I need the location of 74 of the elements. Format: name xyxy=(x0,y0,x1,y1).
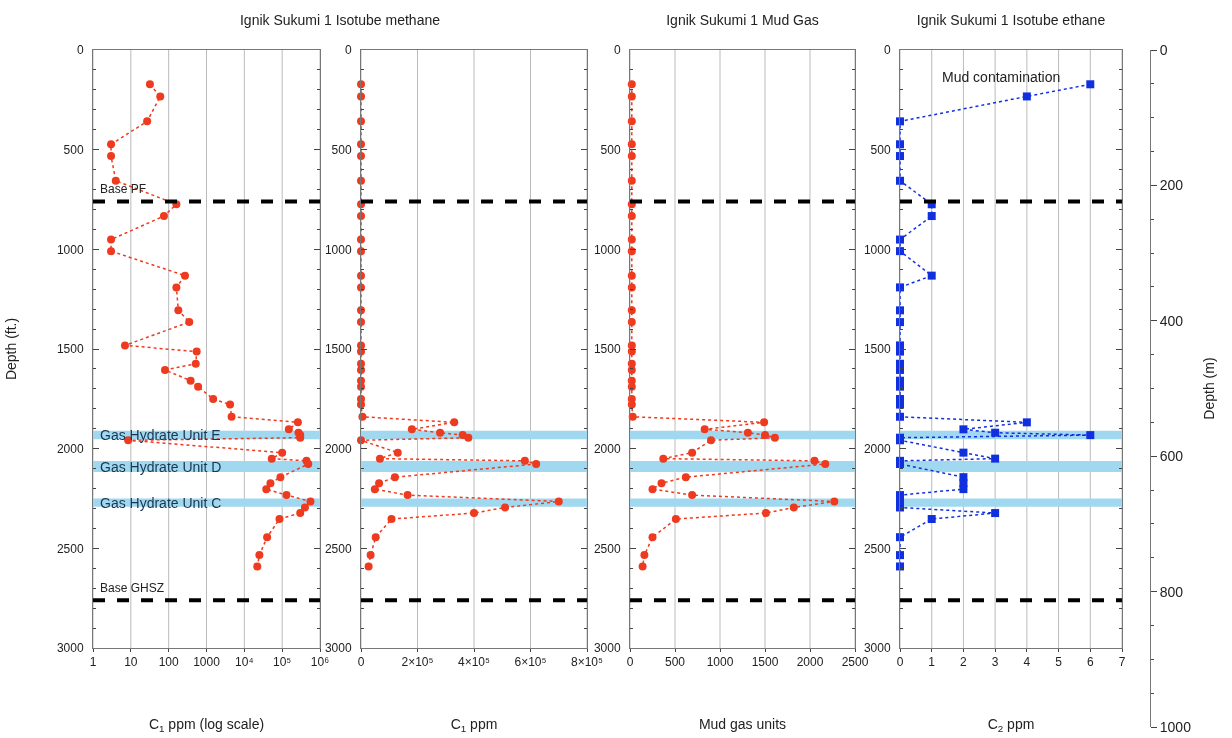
y-tick-label: 2500 xyxy=(56,541,84,556)
y2-tick-label: 0 xyxy=(1159,41,1168,58)
ref-line-label: Base GHSZ xyxy=(100,581,165,595)
band-label: Gas Hydrate Unit D xyxy=(100,459,222,475)
y-tick-label: 2000 xyxy=(593,441,621,456)
y2-tick-label: 400 xyxy=(1159,312,1184,329)
y-tick-label: 500 xyxy=(331,142,352,157)
x-tick-label: 6 xyxy=(1086,655,1094,670)
chart-title: Ignik Sukumi 1 Mud Gas xyxy=(666,11,819,28)
y-tick-label: 2500 xyxy=(593,541,621,556)
x-tick-label: 1500 xyxy=(751,655,779,670)
y-tick-label: 0 xyxy=(76,43,84,58)
y-tick-label: 1000 xyxy=(56,242,84,257)
x-tick-label: 2×10⁵ xyxy=(401,655,434,670)
y-tick-label: 2000 xyxy=(324,441,352,456)
y-tick-label: 500 xyxy=(870,142,891,157)
y2-tick-label: 1000 xyxy=(1159,718,1192,735)
x-tick-label: 0 xyxy=(896,655,904,670)
x-tick-label: 10 xyxy=(124,655,138,670)
x-axis-title: C$_{1}$ ppm (log scale) xyxy=(148,715,265,734)
y-tick-label: 3000 xyxy=(56,641,84,656)
x-tick-label: 1000 xyxy=(193,655,221,670)
y-axis-title: Depth (ft.) xyxy=(3,317,20,381)
x-tick-label: 3 xyxy=(991,655,999,670)
x-tick-label: 4×10⁵ xyxy=(457,655,491,670)
y-tick-label: 0 xyxy=(613,43,621,58)
x-axis-title: Mud gas units xyxy=(698,715,787,732)
x-tick-label: 1 xyxy=(928,655,936,670)
y-tick-label: 2500 xyxy=(863,541,891,556)
x-tick-label: 2 xyxy=(960,655,968,670)
y-tick-label: 0 xyxy=(344,43,352,58)
annotation: Mud contamination xyxy=(942,69,1061,85)
y-tick-label: 3000 xyxy=(593,641,621,656)
y2-axis-title: Depth (m) xyxy=(1201,357,1218,420)
x-tick-label: 100 xyxy=(158,655,179,670)
y-tick-label: 500 xyxy=(63,142,84,157)
x-tick-label: 1000 xyxy=(706,655,734,670)
y-tick-label: 1000 xyxy=(593,242,621,257)
y-tick-label: 1500 xyxy=(863,342,891,357)
y-tick-label: 1500 xyxy=(593,342,621,357)
band-label: Gas Hydrate Unit C xyxy=(100,495,222,511)
y-tick-label: 2000 xyxy=(863,441,891,456)
y-tick-label: 1500 xyxy=(56,342,84,357)
y-tick-label: 3000 xyxy=(324,641,352,656)
x-tick-label: 10⁶ xyxy=(310,655,330,670)
x-tick-label: 4 xyxy=(1023,655,1031,670)
x-axis-title: C$_{1}$ ppm xyxy=(450,715,498,734)
x-axis-title: C$_{2}$ ppm xyxy=(987,715,1035,734)
y2-tick-label: 600 xyxy=(1159,448,1184,465)
x-tick-label: 2500 xyxy=(841,655,869,670)
y-tick-label: 1500 xyxy=(324,342,352,357)
y-tick-label: 0 xyxy=(883,43,891,58)
x-tick-label: 6×10⁵ xyxy=(514,655,547,670)
x-tick-label: 1 xyxy=(89,655,97,670)
y-tick-label: 2000 xyxy=(56,441,84,456)
y-tick-label: 1000 xyxy=(324,242,352,257)
x-tick-label: 10⁵ xyxy=(273,655,292,670)
y-tick-label: 2500 xyxy=(324,541,352,556)
chart-title: Ignik Sukumi 1 Isotube methane xyxy=(239,11,441,28)
x-tick-label: 2000 xyxy=(796,655,824,670)
ref-line-label: Base PF xyxy=(100,182,147,196)
x-tick-label: 8×10⁵ xyxy=(570,655,604,670)
y2-tick-label: 800 xyxy=(1159,583,1184,600)
y-tick-label: 500 xyxy=(600,142,621,157)
x-tick-label: 7 xyxy=(1118,655,1126,670)
x-tick-label: 10⁴ xyxy=(235,655,254,670)
x-tick-label: 0 xyxy=(357,655,365,670)
y2-tick-label: 200 xyxy=(1159,177,1184,194)
y-tick-label: 3000 xyxy=(863,641,891,656)
x-tick-label: 500 xyxy=(664,655,686,670)
x-tick-label: 5 xyxy=(1055,655,1063,670)
x-tick-label: 0 xyxy=(626,655,634,670)
chart-title: Ignik Sukumi 1 Isotube ethane xyxy=(916,11,1106,28)
y-tick-label: 1000 xyxy=(863,242,891,257)
